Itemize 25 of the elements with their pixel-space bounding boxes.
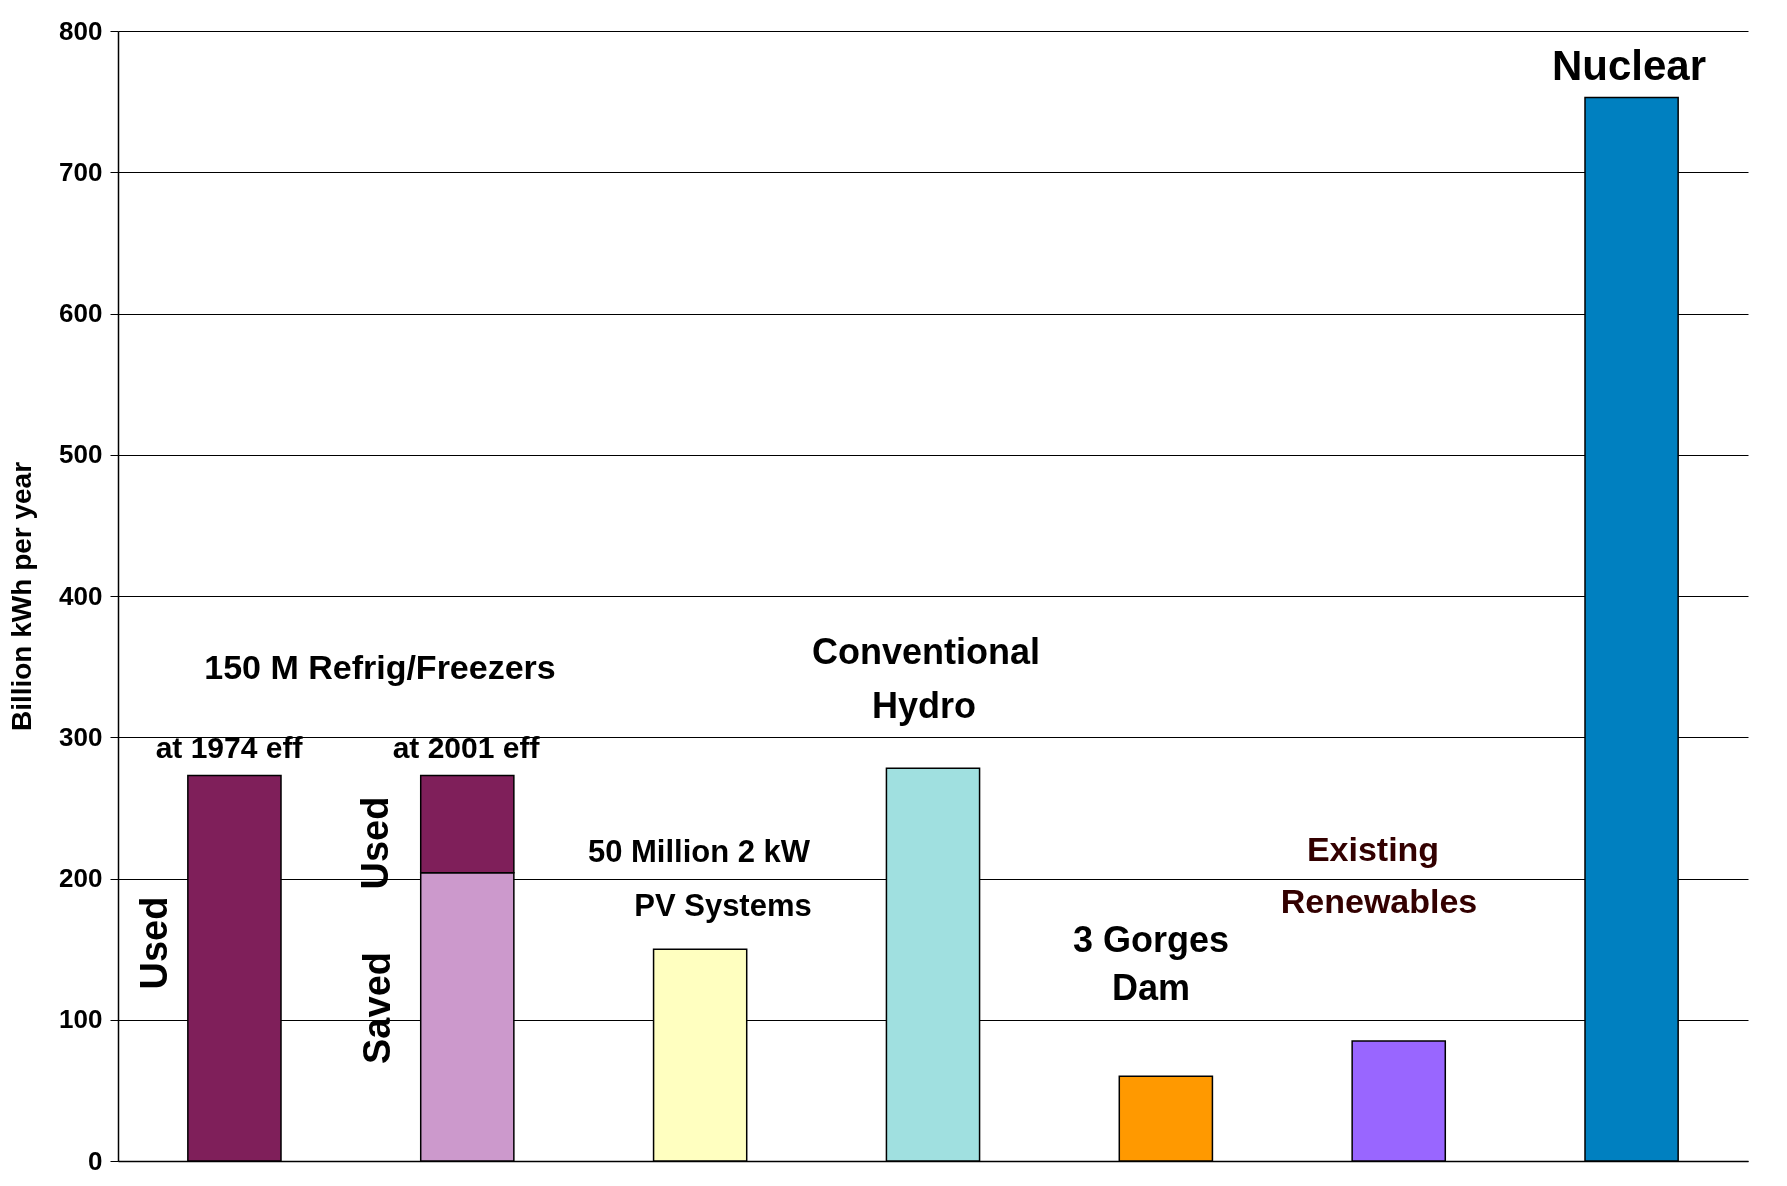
y-tick-label: 700 [59,156,103,187]
y-tick-label: 400 [59,580,103,611]
y-tick-label: 800 [59,15,103,46]
annotation: Renewables [1280,882,1478,920]
annotation: 3 Gorges [1072,919,1230,960]
annotation: Saved [356,952,398,1064]
annotation: Hydro [871,685,977,726]
annotation: 50 Million 2 kW [587,834,811,869]
y-tick-label: 500 [59,439,103,470]
y-tick-label: 600 [59,298,103,328]
y-tick-label: 0 [88,1145,103,1176]
annotation: Nuclear [1551,42,1707,89]
annotation: PV Systems [634,888,812,923]
annotation: Conventional [811,631,1041,672]
annotation: Used [354,796,396,890]
annotation: Dam [1111,967,1191,1008]
y-tick-label: 100 [59,1004,103,1035]
y-axis-title: Billion kWh per year [6,461,38,732]
annotation: Used [133,896,175,990]
annotation: 150 M Refrig/Freezers [204,648,556,686]
annotation: Existing [1306,830,1440,868]
y-tick-label: 200 [59,863,103,893]
annotation: at 1974 eff [155,731,304,764]
annotation: at 2001 eff [392,731,541,764]
y-tick-label: 300 [59,721,103,752]
